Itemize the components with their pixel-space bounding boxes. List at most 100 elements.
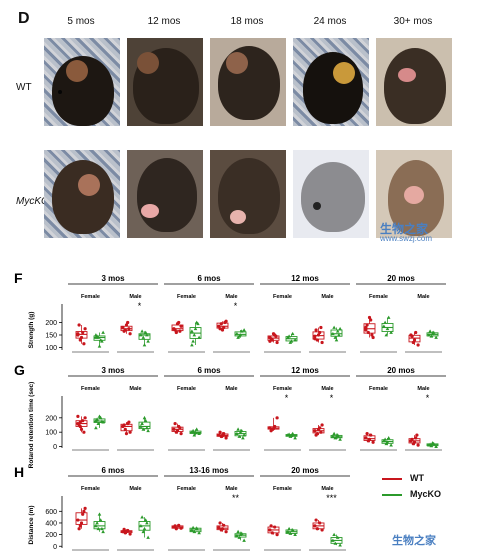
age-label-24mos: 24 mos bbox=[313, 16, 347, 27]
point-myc bbox=[334, 435, 339, 439]
point-wt bbox=[364, 328, 368, 332]
sex-label-f: Male bbox=[225, 294, 237, 300]
point-myc bbox=[331, 331, 335, 336]
point-wt bbox=[268, 339, 272, 343]
point-myc bbox=[335, 433, 340, 437]
point-myc bbox=[193, 431, 198, 435]
watermark-top-url: www.swzj.com bbox=[380, 234, 433, 243]
point-myc bbox=[140, 515, 144, 519]
point-wt bbox=[174, 330, 178, 335]
point-wt bbox=[318, 521, 322, 525]
point-myc bbox=[238, 430, 243, 434]
point-wt bbox=[222, 523, 226, 527]
significance-marker-h: *** bbox=[326, 493, 337, 503]
point-myc bbox=[236, 427, 240, 431]
photo-wt-24mos bbox=[293, 38, 369, 126]
point-wt bbox=[275, 416, 279, 420]
point-myc bbox=[146, 428, 150, 433]
point-wt bbox=[268, 528, 272, 532]
point-myc bbox=[384, 333, 389, 337]
legend-swatch-wt bbox=[382, 478, 402, 480]
point-wt bbox=[313, 334, 317, 338]
point-wt bbox=[79, 427, 84, 431]
significance-marker-g: * bbox=[285, 393, 289, 403]
point-myc bbox=[287, 526, 291, 531]
point-myc bbox=[335, 329, 340, 333]
y-tick-label-h: 600 bbox=[45, 509, 57, 516]
point-wt bbox=[124, 323, 129, 327]
watermark-top-cn: 生物之家 bbox=[380, 222, 429, 236]
point-myc bbox=[389, 443, 393, 447]
point-wt bbox=[174, 527, 178, 531]
point-wt bbox=[370, 333, 374, 337]
point-wt bbox=[217, 433, 221, 437]
point-wt bbox=[364, 436, 368, 440]
point-myc bbox=[190, 329, 194, 333]
y-tick-label-g: 0 bbox=[53, 444, 57, 451]
panel-letter-h: H bbox=[14, 464, 24, 480]
point-myc bbox=[100, 419, 104, 423]
photo-wt-18mos bbox=[210, 38, 286, 126]
point-myc bbox=[197, 335, 201, 339]
point-wt bbox=[127, 327, 131, 331]
point-wt bbox=[219, 322, 223, 326]
sex-label-f: Female bbox=[81, 294, 100, 300]
legend-label-wt: WT bbox=[410, 473, 424, 483]
sex-label-f: Female bbox=[369, 294, 388, 300]
y-tick-label-g: 200 bbox=[45, 415, 57, 422]
sex-label-h: Female bbox=[81, 486, 100, 492]
point-wt bbox=[218, 521, 222, 525]
sex-label-h: Male bbox=[225, 486, 237, 492]
point-myc bbox=[293, 338, 297, 342]
point-wt bbox=[410, 334, 414, 338]
point-myc bbox=[382, 324, 386, 328]
legend-label-myc: MycKO bbox=[410, 489, 442, 499]
point-myc bbox=[333, 541, 338, 545]
point-wt bbox=[77, 423, 81, 427]
row-label-myc: MycKO bbox=[16, 196, 49, 207]
point-myc bbox=[192, 529, 197, 534]
point-myc bbox=[191, 428, 195, 433]
point-wt bbox=[314, 518, 318, 522]
sex-label-g: Female bbox=[81, 386, 100, 392]
box-myc bbox=[93, 521, 106, 530]
point-wt bbox=[78, 420, 82, 424]
sex-label-h: Female bbox=[273, 486, 292, 492]
point-myc bbox=[331, 434, 335, 438]
panel-letter-d: D bbox=[18, 10, 30, 27]
sex-label-f: Female bbox=[273, 294, 292, 300]
point-wt bbox=[179, 432, 183, 436]
point-myc bbox=[332, 431, 336, 436]
point-wt bbox=[218, 327, 222, 331]
point-wt bbox=[271, 426, 276, 431]
y-axis-label-g: Rotarod retention time (sec) bbox=[28, 382, 35, 469]
sex-label-g: Female bbox=[273, 386, 292, 392]
point-wt bbox=[123, 427, 127, 431]
age-label-12mos: 12 mos bbox=[147, 16, 181, 27]
point-wt bbox=[76, 518, 80, 522]
point-wt bbox=[76, 414, 80, 418]
point-myc bbox=[429, 334, 434, 338]
point-wt bbox=[369, 433, 373, 437]
point-wt bbox=[179, 526, 183, 530]
point-myc bbox=[190, 528, 194, 532]
point-myc bbox=[332, 532, 336, 537]
point-wt bbox=[81, 512, 85, 516]
sex-label-f: Male bbox=[321, 294, 333, 300]
point-wt bbox=[121, 325, 125, 330]
point-myc bbox=[242, 328, 246, 332]
point-myc bbox=[235, 331, 239, 336]
sex-label-h: Female bbox=[177, 486, 196, 492]
point-myc bbox=[97, 512, 102, 516]
y-tick-label-f: 150 bbox=[45, 333, 57, 340]
point-myc bbox=[289, 339, 294, 343]
point-wt bbox=[122, 423, 126, 427]
point-wt bbox=[82, 430, 86, 434]
point-myc bbox=[430, 441, 435, 445]
photo-wt-5mos bbox=[44, 38, 120, 126]
point-myc bbox=[101, 529, 105, 534]
photo-wt-12mos bbox=[127, 38, 203, 126]
point-myc bbox=[193, 326, 198, 331]
point-wt bbox=[364, 325, 368, 330]
point-wt bbox=[367, 437, 372, 441]
